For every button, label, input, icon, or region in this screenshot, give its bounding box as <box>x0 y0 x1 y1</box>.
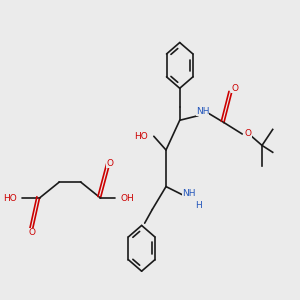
Text: NH: NH <box>182 189 196 198</box>
Text: HO: HO <box>3 194 16 202</box>
Text: O: O <box>245 130 252 139</box>
Text: HO: HO <box>134 132 148 141</box>
Text: O: O <box>106 159 113 168</box>
Text: OH: OH <box>120 194 134 202</box>
Text: NH: NH <box>196 106 209 116</box>
Text: O: O <box>231 84 238 93</box>
Text: H: H <box>195 201 201 210</box>
Text: O: O <box>28 228 35 237</box>
